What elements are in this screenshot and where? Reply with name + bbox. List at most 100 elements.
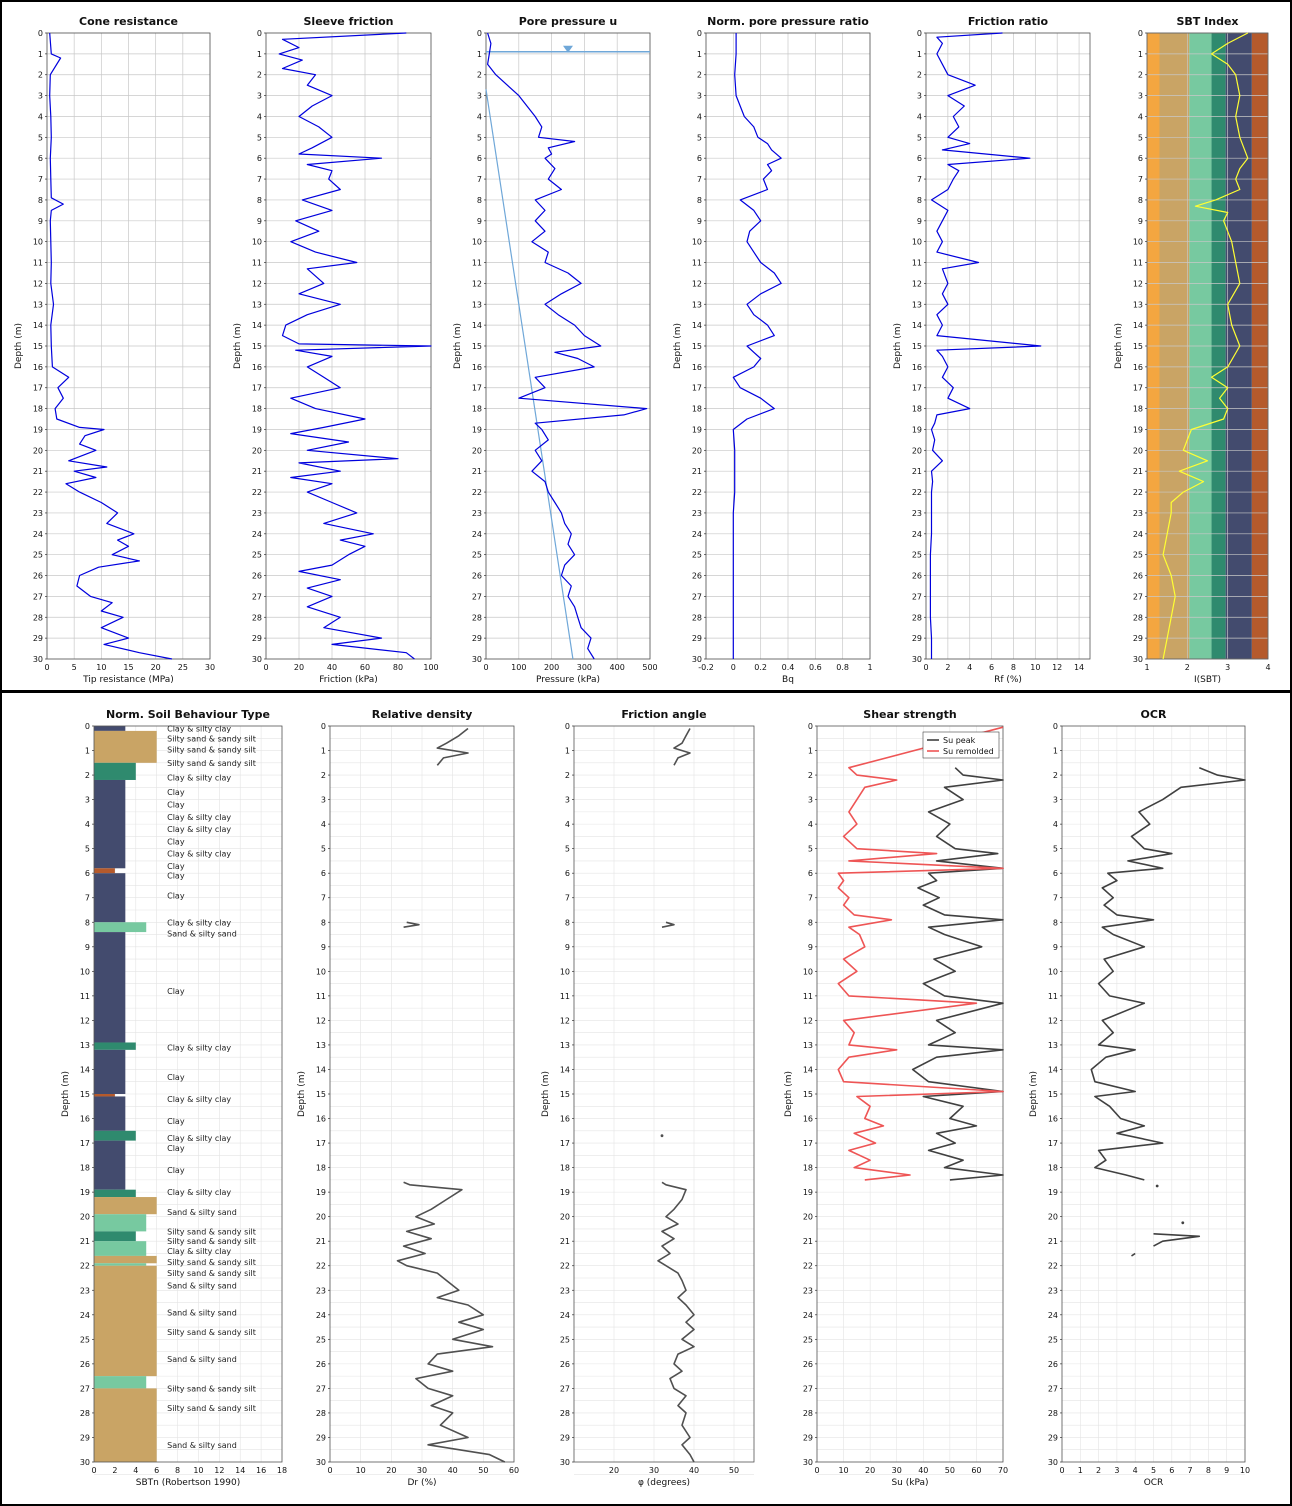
depth-tick-label: 0: [808, 722, 813, 731]
depth-tick-label: 25: [1133, 551, 1143, 560]
x-tick-label: 20: [865, 1466, 875, 1475]
x-tick-label: 6: [1169, 1466, 1174, 1475]
depth-tick-label: 14: [80, 1065, 90, 1074]
x-tick-label: 10: [96, 663, 106, 672]
sbtn-zone-8: [94, 1042, 136, 1050]
sbtn-zone-16: [94, 1214, 147, 1232]
depth-tick-label: 9: [1053, 943, 1058, 952]
sbtn-zone-5: [94, 873, 126, 923]
depth-tick-label: 23: [560, 1286, 570, 1295]
zone-label: Clay: [167, 837, 185, 846]
depth-tick-label: 6: [38, 154, 43, 163]
depth-tick-label: 2: [808, 771, 813, 780]
depth-tick-label: 14: [1048, 1065, 1058, 1074]
depth-tick-label: 9: [808, 943, 813, 952]
depth-tick-label: 19: [33, 425, 43, 434]
depth-tick-label: 25: [912, 551, 922, 560]
depth-tick-label: 9: [565, 943, 570, 952]
chart-panel-6: Norm. Soil Behaviour Type012345678910111…: [61, 708, 287, 1488]
depth-tick-label: 19: [80, 1188, 90, 1197]
depth-tick-label: 23: [1048, 1286, 1058, 1295]
depth-tick-label: 16: [472, 363, 482, 372]
x-tick-label: 2: [1096, 1466, 1101, 1475]
depth-tick-label: 26: [316, 1360, 326, 1369]
zone-label: Silty sand & sandy silt: [167, 1384, 256, 1393]
depth-tick-label: 7: [917, 175, 922, 184]
depth-tick-label: 27: [252, 592, 262, 601]
data-line-0: [929, 32, 1042, 659]
depth-tick-label: 13: [33, 300, 43, 309]
depth-tick-label: 11: [1133, 259, 1143, 268]
legend-box: [922, 731, 1000, 759]
depth-tick-label: 12: [1133, 279, 1143, 288]
chart-panel-7: Relative density012345678910111213141516…: [297, 708, 519, 1488]
depth-tick-label: 13: [1048, 1041, 1058, 1050]
depth-tick-label: 27: [560, 1384, 570, 1393]
depth-tick-label: 10: [1048, 967, 1058, 976]
x-tick-label: 100: [423, 663, 438, 672]
depth-tick-label: 26: [1048, 1360, 1058, 1369]
depth-tick-label: 22: [252, 488, 262, 497]
legend-label: Su remolded: [943, 747, 994, 756]
x-tick-label: 30: [649, 1466, 659, 1475]
sbtn-zone-22: [94, 1376, 147, 1389]
depth-tick-label: 18: [80, 1164, 90, 1173]
depth-tick-label: 28: [803, 1409, 813, 1418]
x-tick-label: 1: [867, 663, 872, 672]
data-line-4: [1131, 1252, 1136, 1257]
depth-tick-label: 2: [257, 71, 262, 80]
chart-panel-4: Friction ratio01234567891011121314151617…: [893, 15, 1091, 685]
sbtn-zone-1: [94, 730, 157, 763]
zone-label: Sand & silty sand: [167, 1308, 237, 1317]
depth-tick-label: 2: [38, 71, 43, 80]
depth-tick-label: 21: [472, 467, 482, 476]
x-axis-title: Dr (%): [407, 1478, 436, 1488]
x-tick-label: 20: [151, 663, 161, 672]
depth-tick-label: 10: [252, 238, 262, 247]
chart-title: Sleeve friction: [304, 15, 394, 28]
depth-tick-label: 19: [1048, 1188, 1058, 1197]
zone-label: Silty sand & sandy silt: [167, 1237, 256, 1246]
depth-tick-label: 9: [85, 943, 90, 952]
depth-tick-label: 12: [803, 1016, 813, 1025]
depth-tick-label: 5: [85, 845, 90, 854]
zone-label: Clay & silty clay: [167, 1134, 231, 1143]
depth-tick-label: 23: [33, 509, 43, 518]
depth-tick-label: 5: [477, 133, 482, 142]
depth-tick-label: 13: [80, 1041, 90, 1050]
depth-tick-label: 21: [912, 467, 922, 476]
depth-tick-label: 7: [808, 894, 813, 903]
depth-tick-label: 0: [257, 29, 262, 38]
chart-panel-5: SBT Index0123456789101112131415161718192…: [1114, 15, 1271, 685]
depth-tick-label: 25: [252, 551, 262, 560]
depth-tick-label: 30: [316, 1458, 326, 1467]
depth-tick-label: 15: [1048, 1090, 1058, 1099]
depth-tick-label: 12: [692, 279, 702, 288]
depth-tick-label: 6: [257, 154, 262, 163]
depth-tick-label: 16: [80, 1115, 90, 1124]
depth-tick-label: 11: [80, 992, 90, 1001]
x-tick-label: 20: [609, 1466, 619, 1475]
depth-tick-label: 7: [321, 894, 326, 903]
x-tick-label: 0: [814, 1466, 819, 1475]
depth-tick-label: 12: [316, 1016, 326, 1025]
zone-label: Clay: [167, 1117, 185, 1126]
depth-tick-label: 1: [565, 747, 570, 756]
depth-tick-label: 28: [560, 1409, 570, 1418]
depth-tick-label: 5: [257, 133, 262, 142]
depth-tick-label: 15: [252, 342, 262, 351]
depth-tick-label: 30: [803, 1458, 813, 1467]
depth-tick-label: 25: [316, 1335, 326, 1344]
depth-tick-label: 2: [1053, 771, 1058, 780]
depth-tick-label: 11: [803, 992, 813, 1001]
depth-tick-label: 14: [912, 321, 922, 330]
depth-tick-label: 13: [472, 300, 482, 309]
depth-tick-label: 29: [472, 634, 482, 643]
depth-tick-label: 0: [565, 722, 570, 731]
x-tick-label: 60: [971, 1466, 981, 1475]
sbtn-zone-0: [94, 726, 126, 731]
depth-tick-label: 7: [38, 175, 43, 184]
depth-tick-label: 20: [912, 446, 922, 455]
x-tick-label: 40: [327, 663, 337, 672]
depth-tick-label: 18: [1133, 405, 1143, 414]
